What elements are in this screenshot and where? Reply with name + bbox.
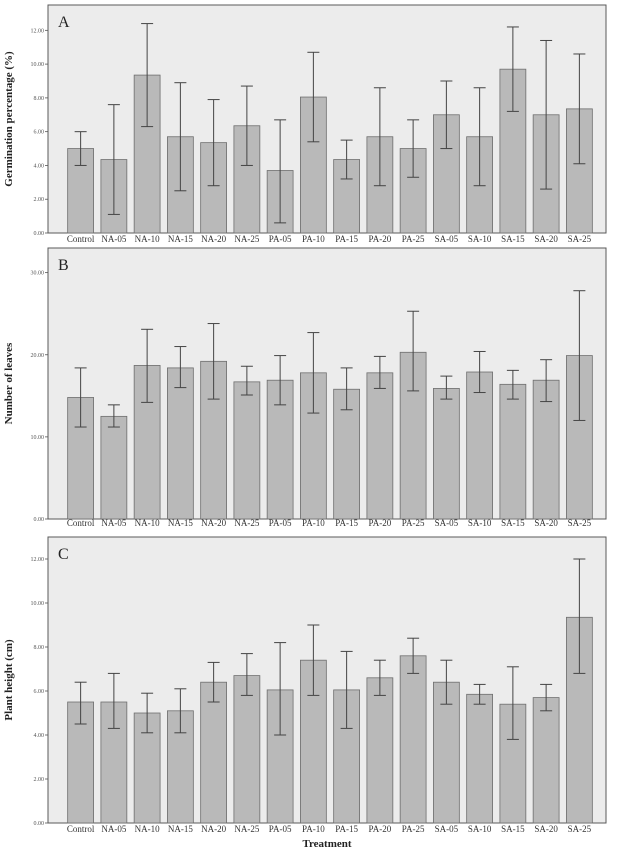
y-tick-label: 2.00 (34, 197, 45, 203)
x-tick-label: NA-20 (201, 518, 226, 528)
y-tick-label: 4.00 (34, 163, 45, 169)
panel-letter: A (58, 14, 70, 31)
x-tick-label: PA-15 (335, 518, 358, 528)
x-tick-label: SA-10 (468, 518, 492, 528)
bar-sa-10 (466, 371, 493, 520)
y-axis-title: Germination percentage (%) (3, 51, 15, 187)
x-tick-label: PA-05 (269, 518, 292, 528)
y-tick-label: 0.00 (34, 231, 45, 237)
y-axis-title: Number of leaves (3, 342, 15, 424)
x-tick-label: NA-15 (168, 518, 193, 528)
panel-b: B 0.00 10.00 20.00 30.00 Number of leaves Cont… (3, 247, 607, 528)
bar-na-15 (167, 710, 194, 824)
x-tick-label: SA-25 (568, 518, 592, 528)
x-tick-label: SA-05 (435, 518, 459, 528)
x-tick-label: PA-05 (269, 234, 292, 244)
x-tick-label: PA-25 (402, 518, 425, 528)
bar-sa-05 (433, 681, 460, 824)
x-tick-label: PA-10 (302, 234, 325, 244)
x-tick-label: PA-25 (402, 824, 425, 834)
x-tick-label: Control (67, 518, 95, 528)
x-tick-label: NA-15 (168, 234, 193, 244)
y-tick-label: 10.00 (31, 601, 45, 607)
x-tick-label: NA-20 (201, 234, 226, 244)
panel-letter: B (58, 257, 69, 274)
y-tick-label: 12.00 (31, 28, 45, 34)
x-tick-label: SA-15 (501, 518, 525, 528)
x-axis-title: Treatment (302, 838, 351, 850)
y-tick-label: 6.00 (34, 130, 45, 136)
x-tick-label: NA-15 (168, 824, 193, 834)
y-tick-label: 10.00 (31, 435, 45, 441)
bar-sa-20 (532, 697, 560, 824)
x-tick-label: SA-05 (435, 824, 459, 834)
x-tick-label: SA-15 (501, 234, 525, 244)
y-tick-label: 0.00 (34, 821, 45, 827)
bar-sa-05 (433, 388, 460, 520)
x-tick-label: PA-20 (369, 518, 392, 528)
panel-letter: C (58, 546, 69, 563)
y-tick-label: 8.00 (34, 645, 45, 651)
bar-sa-15 (499, 68, 527, 234)
x-tick-label: NA-10 (135, 234, 160, 244)
x-tick-label: NA-05 (101, 234, 126, 244)
y-tick-label: 6.00 (34, 689, 45, 695)
x-tick-label: PA-25 (402, 234, 425, 244)
x-tick-label: NA-05 (101, 518, 126, 528)
x-tick-label: SA-20 (534, 234, 558, 244)
x-tick-label: SA-25 (568, 234, 592, 244)
bar-na-20 (200, 681, 227, 824)
y-tick-label: 30.00 (31, 271, 45, 277)
x-tick-label: NA-25 (234, 518, 259, 528)
x-tick-label: SA-10 (468, 234, 492, 244)
x-tick-label: PA-05 (269, 824, 292, 834)
x-tick-label: SA-25 (568, 824, 592, 834)
y-axis-title: Plant height (cm) (3, 639, 15, 721)
x-tick-label: Control (67, 234, 95, 244)
x-tick-label: NA-20 (201, 824, 226, 834)
x-tick-label: SA-20 (534, 824, 558, 834)
x-tick-label: SA-05 (435, 234, 459, 244)
x-tick-label: NA-05 (101, 824, 126, 834)
y-tick-label: 20.00 (31, 353, 45, 359)
y-tick-label: 0.00 (34, 517, 45, 523)
y-tick-label: 8.00 (34, 96, 45, 102)
bar-na-25 (233, 381, 261, 520)
bar-na-05 (100, 415, 128, 520)
bar-sa-15 (499, 703, 527, 824)
bar-sa-15 (499, 383, 527, 520)
y-tick-label: 4.00 (34, 733, 45, 739)
x-tick-label: PA-15 (335, 234, 358, 244)
panel-a: A 0.00 2.00 4.00 6.00 8.00 10.00 12.00 Germinati… (3, 4, 607, 244)
x-tick-label: PA-20 (369, 824, 392, 834)
x-tick-label: SA-10 (468, 824, 492, 834)
x-tick-label: NA-25 (234, 824, 259, 834)
x-tick-label: PA-20 (369, 234, 392, 244)
x-tick-label: SA-20 (534, 518, 558, 528)
panel-c: C 0.00 2.00 4.00 6.00 8.00 10.00 12.00 Plant hei… (3, 536, 607, 850)
y-tick-label: 12.00 (31, 557, 45, 563)
y-tick-label: 10.00 (31, 62, 45, 68)
x-tick-label: PA-10 (302, 518, 325, 528)
bar-sa-10 (466, 693, 493, 824)
y-tick-label: 2.00 (34, 777, 45, 783)
bar-na-15 (167, 367, 194, 520)
x-tick-label: PA-10 (302, 824, 325, 834)
bar-na-25 (233, 675, 261, 824)
x-tick-label: NA-10 (135, 824, 160, 834)
x-tick-label: NA-25 (234, 234, 259, 244)
x-tick-label: PA-15 (335, 824, 358, 834)
x-tick-label: Control (67, 824, 95, 834)
bar-pa-20 (366, 677, 394, 824)
bar-pa-25 (399, 655, 427, 824)
bar-pa-20 (366, 372, 394, 520)
x-tick-label: NA-10 (135, 518, 160, 528)
x-tick-label: SA-15 (501, 824, 525, 834)
